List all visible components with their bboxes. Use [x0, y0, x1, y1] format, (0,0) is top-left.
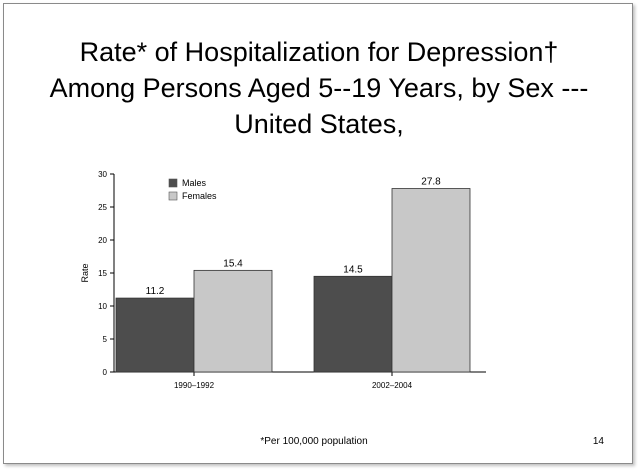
data-label: 15.4	[223, 258, 243, 269]
chart-legend: Males Females	[168, 178, 217, 201]
data-label: 14.5	[343, 264, 363, 275]
data-label: 27.8	[421, 177, 441, 188]
y-tick-label: 30	[98, 170, 107, 179]
page-number: 14	[592, 436, 604, 447]
y-tick-label: 5	[103, 335, 108, 344]
legend-swatch-females	[168, 191, 178, 201]
chart-bars: 11.2 15.4 14.5 27.8	[115, 177, 471, 373]
x-tick-label: 2002–2004	[372, 381, 413, 390]
y-tick-label: 0	[103, 368, 108, 377]
bar-males-0	[115, 297, 195, 373]
data-label: 11.2	[146, 286, 165, 297]
x-tick-label: 1990–1992	[174, 381, 215, 390]
y-tick-label: 25	[98, 203, 107, 212]
legend-swatch-males	[168, 178, 178, 188]
legend-label-females: Females	[182, 191, 217, 201]
y-tick-label: 15	[98, 269, 107, 278]
slide-title: Rate* of Hospitalization for Depression†…	[49, 37, 589, 139]
y-tick-label: 10	[98, 302, 107, 311]
y-axis-label: Rate	[80, 263, 90, 282]
slide: Rate* of Hospitalization for Depression†…	[3, 3, 633, 464]
bar-males-1	[313, 275, 393, 373]
footnote: *Per 100,000 population	[260, 436, 368, 447]
bar-females-1	[391, 188, 471, 373]
bar-females-0	[193, 269, 273, 373]
legend-label-males: Males	[182, 178, 207, 188]
y-tick-label: 20	[98, 236, 107, 245]
